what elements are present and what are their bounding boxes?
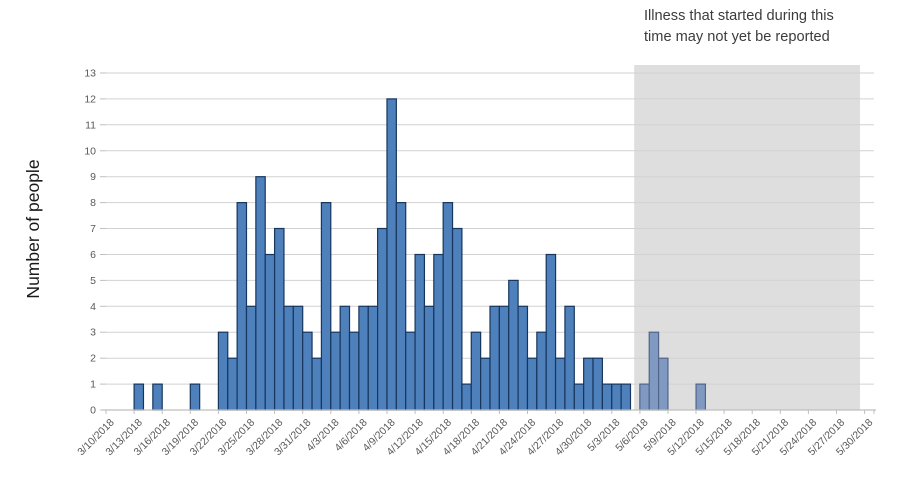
bar (620, 383, 632, 411)
bar (554, 357, 566, 411)
y-tick-label: 4 (90, 301, 96, 313)
y-tick-label: 8 (90, 197, 96, 209)
bar (601, 383, 613, 411)
bar (433, 253, 444, 411)
bar (442, 202, 454, 411)
bar (227, 357, 238, 411)
y-tick-label: 1 (90, 379, 96, 391)
bar (348, 331, 360, 411)
y-tick-label: 5 (90, 275, 96, 287)
y-tick-label: 9 (90, 171, 96, 183)
bar (451, 227, 463, 411)
bar (405, 331, 416, 411)
bar (414, 253, 426, 411)
unreported-annotation: Illness that started during this time ma… (644, 6, 890, 47)
bar (330, 331, 341, 411)
bar (573, 383, 585, 411)
bar (367, 305, 379, 411)
y-tick-label: 10 (84, 145, 96, 157)
bar (302, 331, 313, 411)
bar (152, 383, 163, 411)
bar (133, 383, 145, 411)
bar (545, 253, 557, 411)
y-tick-label: 2 (90, 353, 96, 365)
y-tick-label: 13 (84, 68, 96, 80)
bar (255, 176, 266, 411)
bar (283, 305, 294, 411)
bar (292, 305, 304, 411)
bar (189, 383, 201, 411)
bar (358, 305, 369, 411)
bar (311, 357, 323, 411)
y-tick-label: 6 (90, 249, 96, 261)
bar (695, 383, 707, 411)
bar (508, 279, 519, 411)
bar (470, 331, 482, 411)
bar (592, 357, 603, 411)
unreported-annotation-line2: time may not yet be reported (644, 28, 830, 45)
bar (377, 227, 388, 411)
bar (339, 305, 351, 411)
y-tick-label: 11 (85, 119, 96, 131)
bar (480, 357, 491, 411)
bar (536, 331, 547, 411)
y-tick-label: 12 (84, 93, 96, 105)
bar (236, 202, 248, 411)
unreported-region (634, 65, 860, 410)
y-tick-label: 0 (90, 405, 96, 417)
bar (583, 357, 594, 411)
unreported-annotation-line1: Illness that started during this (644, 8, 834, 24)
bar (489, 305, 500, 411)
bar (395, 202, 407, 411)
bar (264, 253, 276, 411)
bar (564, 305, 575, 411)
bar (648, 331, 660, 411)
bar (657, 357, 669, 411)
bar (526, 357, 538, 411)
bar (611, 383, 622, 411)
bar (639, 383, 650, 411)
bar (498, 305, 510, 411)
y-tick-label: 3 (90, 327, 96, 339)
bar (273, 227, 285, 411)
bar (245, 305, 257, 411)
bar (423, 305, 435, 411)
y-tick-label: 7 (90, 223, 96, 235)
bar (320, 202, 332, 411)
bar (461, 383, 472, 411)
bar (217, 331, 229, 411)
bar (517, 305, 529, 411)
bar (386, 98, 397, 411)
